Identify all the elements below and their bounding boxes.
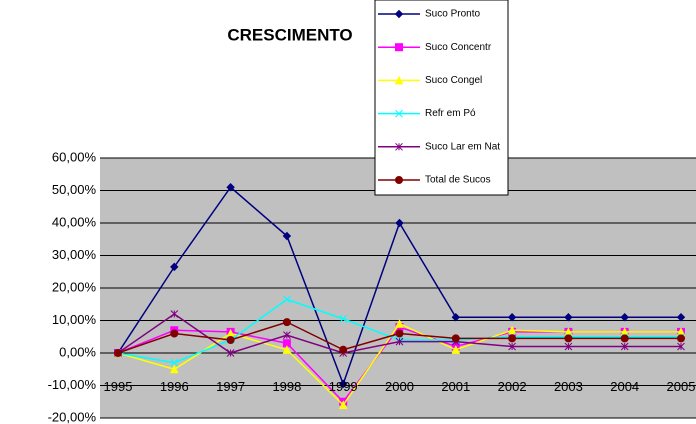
x-tick-label: 2001 [441,379,470,394]
marker [170,310,179,318]
marker [451,334,460,343]
marker [676,313,686,322]
marker [507,313,517,322]
marker [395,337,404,346]
legend: Suco Pronto Suco Concentr Suco Congel Refr … [378,9,500,186]
marker [395,329,404,338]
marker [169,364,179,374]
labels: -20,00% -10,00% 0,00% 10,00% 20,00% 30,00% 40,… [48,149,696,424]
marker [283,331,291,339]
marker [395,319,404,328]
marker [226,349,235,357]
marker [226,336,235,344]
legend-label: Suco Concentr [425,42,492,53]
marker [114,349,122,357]
y-tick-label: 0,00% [59,344,96,359]
marker [508,334,517,343]
legend-label: Refr em Pó [425,108,476,119]
x-tick-label: 1996 [160,379,189,394]
marker [339,345,348,354]
y-tick-label: -20,00% [48,409,97,424]
marker [507,325,517,335]
legend-marker [395,176,403,184]
legend-marker [395,43,403,52]
marker [339,315,348,323]
x-tick-label: 2005 [667,379,696,394]
marker [170,358,179,367]
marker [282,318,291,327]
y-tick-label: 10,00% [52,312,97,327]
marker [283,295,291,304]
marker [564,334,573,343]
marker [226,183,235,192]
marker [620,313,629,322]
legend-label: Suco Lar em Nat [425,141,500,152]
legend-label: Suco Congel [425,75,482,86]
legend-box [374,0,509,196]
x-tick-label: 2000 [385,379,414,394]
x-tick-label: 1998 [272,379,301,394]
marker [620,334,629,343]
legend-marker [394,75,404,85]
y-tick-label: -10,00% [48,377,97,392]
y-tick-label: 30,00% [52,247,97,262]
marker [170,262,179,272]
marker [451,313,461,322]
y-tick-label: 50,00% [52,182,97,197]
x-tick-label: 2002 [498,379,527,394]
marker [677,342,685,351]
marker [395,218,404,228]
legend-marker [394,9,404,19]
marker [282,345,292,354]
marker [338,400,348,409]
legend-label: Suco Pronto [425,9,480,20]
marker [677,334,685,343]
x-tick-label: 1999 [329,379,358,394]
marker [338,379,348,389]
marker [282,231,292,241]
marker [620,342,629,351]
marker [564,342,573,351]
legend-marker [395,109,403,118]
y-tick-label: 20,00% [52,279,97,294]
legend-label: Total de Sucos [425,175,491,186]
x-tick-label: 2004 [610,379,639,394]
x-tick-label: 1997 [216,379,245,394]
legend-marker [395,142,403,151]
marker [451,345,461,354]
y-tick-label: 40,00% [52,214,97,229]
marker [508,342,516,351]
marker [564,313,573,322]
series-lines [113,183,686,409]
marker [170,329,179,338]
x-tick-label: 1995 [104,379,133,394]
y-tick-label: 60,00% [52,149,97,164]
x-tick-label: 2003 [554,379,583,394]
chart-title: CRESCIMENTO [227,25,352,44]
